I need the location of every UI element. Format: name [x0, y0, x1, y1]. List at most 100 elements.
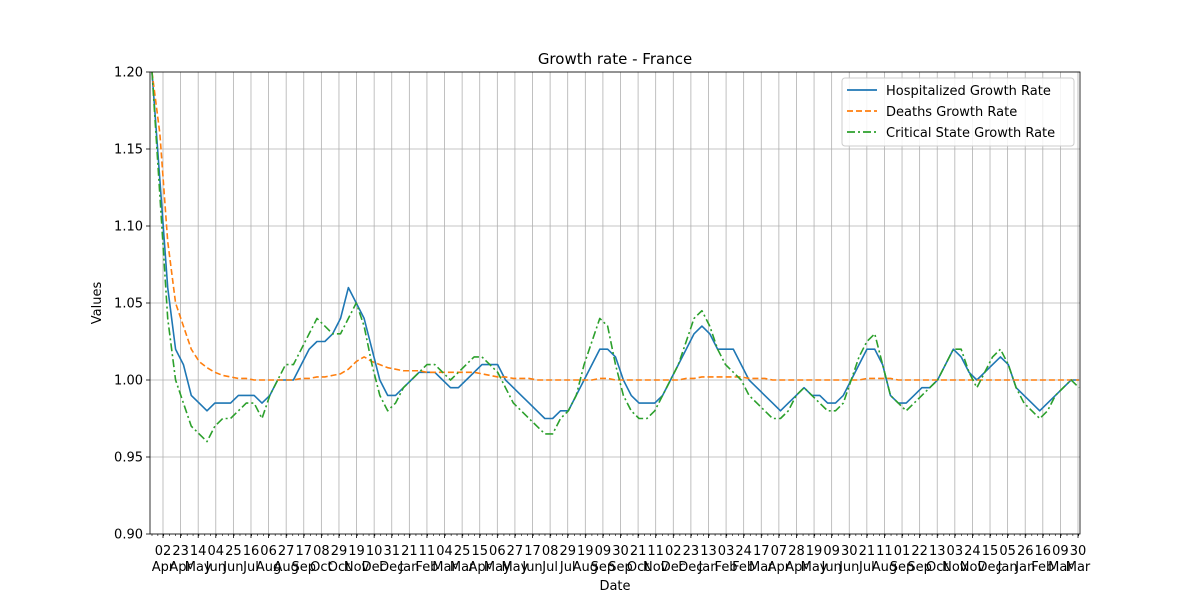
- x-tick-month-label: Jul: [559, 560, 576, 575]
- x-tick-month-label: Aug: [872, 560, 897, 575]
- x-tick-day-label: 17: [295, 544, 312, 559]
- x-tick-day-label: 30: [1070, 544, 1087, 559]
- x-tick-day-label: 28: [788, 544, 805, 559]
- x-tick-month-label: Jul: [541, 560, 558, 575]
- x-tick-day-label: 23: [683, 544, 700, 559]
- x-tick-day-label: 11: [876, 544, 893, 559]
- x-tick-day-label: 04: [208, 544, 225, 559]
- x-tick-day-label: 21: [859, 544, 876, 559]
- x-tick-month-label: Jun: [205, 560, 226, 575]
- x-tick-month-label: May: [185, 560, 212, 575]
- x-tick-month-label: Feb: [1031, 560, 1054, 575]
- x-tick-month-label: Nov: [643, 560, 669, 575]
- x-tick-month-label: May: [501, 560, 528, 575]
- x-tick-day-label: 30: [612, 544, 629, 559]
- chart-title: Growth rate - France: [538, 50, 692, 68]
- y-tick-label: 1.10: [114, 220, 143, 235]
- axis-ticks: 0.900.951.001.051.101.151.2002Apr23Apr14…: [114, 66, 1091, 576]
- x-tick-month-label: Feb: [732, 560, 755, 575]
- x-tick-month-label: Aug: [273, 560, 298, 575]
- x-tick-month-label: Apr: [785, 560, 808, 575]
- x-tick-day-label: 09: [823, 544, 840, 559]
- x-tick-month-label: Sep: [292, 560, 317, 575]
- x-tick-month-label: Jan: [997, 560, 1018, 575]
- y-tick-label: 1.20: [114, 66, 143, 81]
- x-tick-day-label: 25: [225, 544, 242, 559]
- x-tick-day-label: 08: [542, 544, 559, 559]
- y-tick-label: 0.95: [114, 451, 143, 466]
- x-tick-day-label: 13: [700, 544, 717, 559]
- x-tick-day-label: 24: [964, 544, 981, 559]
- x-tick-day-label: 02: [665, 544, 682, 559]
- x-tick-day-label: 16: [243, 544, 260, 559]
- x-tick-month-label: Feb: [715, 560, 738, 575]
- x-tick-month-label: Jan: [697, 560, 718, 575]
- x-axis-label: Date: [599, 579, 630, 594]
- x-tick-month-label: Jun: [838, 560, 859, 575]
- x-tick-month-label: Oct: [627, 560, 649, 575]
- x-tick-day-label: 16: [1035, 544, 1052, 559]
- x-tick-day-label: 03: [947, 544, 964, 559]
- x-tick-month-label: Aug: [573, 560, 598, 575]
- legend-label-0: Hospitalized Growth Rate: [886, 84, 1051, 99]
- x-tick-month-label: Jul: [858, 560, 875, 575]
- x-tick-month-label: Jun: [521, 560, 542, 575]
- x-tick-month-label: Nov: [942, 560, 968, 575]
- x-tick-day-label: 21: [401, 544, 418, 559]
- x-tick-month-label: Dec: [362, 560, 387, 575]
- x-tick-day-label: 19: [348, 544, 365, 559]
- x-tick-day-label: 06: [260, 544, 277, 559]
- x-tick-day-label: 01: [894, 544, 911, 559]
- x-tick-month-label: Jan: [1014, 560, 1035, 575]
- x-tick-day-label: 17: [524, 544, 541, 559]
- x-tick-month-label: Sep: [907, 560, 932, 575]
- x-tick-month-label: Jul: [242, 560, 259, 575]
- x-tick-month-label: Aug: [256, 560, 281, 575]
- x-tick-month-label: May: [801, 560, 828, 575]
- x-tick-day-label: 09: [595, 544, 612, 559]
- series-line-0: [151, 71, 1079, 420]
- y-tick-label: 1.00: [114, 374, 143, 389]
- x-tick-month-label: Mar: [749, 560, 774, 575]
- x-tick-day-label: 27: [507, 544, 524, 559]
- x-tick-month-label: Sep: [591, 560, 616, 575]
- x-tick-month-label: Apr: [169, 560, 192, 575]
- x-tick-month-label: Mar: [1066, 560, 1091, 575]
- x-tick-day-label: 22: [911, 544, 928, 559]
- series-line-1: [151, 71, 1079, 381]
- x-tick-month-label: Nov: [960, 560, 986, 575]
- y-tick-label: 1.15: [114, 143, 143, 158]
- x-tick-month-label: Oct: [328, 560, 350, 575]
- series-lines: [151, 71, 1080, 443]
- x-tick-day-label: 05: [999, 544, 1016, 559]
- y-tick-label: 1.05: [114, 297, 143, 312]
- x-tick-month-label: Oct: [926, 560, 948, 575]
- x-tick-day-label: 03: [718, 544, 735, 559]
- x-tick-day-label: 08: [313, 544, 330, 559]
- x-tick-month-label: Dec: [379, 560, 404, 575]
- x-tick-day-label: 29: [559, 544, 576, 559]
- x-tick-day-label: 30: [841, 544, 858, 559]
- x-tick-day-label: 29: [331, 544, 348, 559]
- x-tick-day-label: 21: [630, 544, 647, 559]
- x-tick-month-label: Jun: [222, 560, 243, 575]
- x-tick-day-label: 04: [436, 544, 453, 559]
- x-tick-month-label: Jan: [398, 560, 419, 575]
- x-tick-day-label: 06: [489, 544, 506, 559]
- x-tick-day-label: 15: [471, 544, 488, 559]
- x-tick-day-label: 31: [383, 544, 400, 559]
- x-tick-month-label: Sep: [608, 560, 633, 575]
- x-tick-day-label: 25: [454, 544, 471, 559]
- legend-box: [841, 77, 1075, 147]
- legend-label-1: Deaths Growth Rate: [886, 105, 1017, 120]
- x-tick-month-label: Nov: [344, 560, 370, 575]
- x-tick-month-label: Dec: [977, 560, 1002, 575]
- x-tick-month-label: Apr: [768, 560, 791, 575]
- x-tick-month-label: Apr: [468, 560, 491, 575]
- x-tick-day-label: 23: [172, 544, 189, 559]
- x-tick-day-label: 14: [190, 544, 207, 559]
- x-tick-day-label: 02: [155, 544, 172, 559]
- x-tick-month-label: Mar: [1048, 560, 1073, 575]
- y-axis-label: Values: [90, 282, 105, 325]
- x-tick-day-label: 07: [771, 544, 788, 559]
